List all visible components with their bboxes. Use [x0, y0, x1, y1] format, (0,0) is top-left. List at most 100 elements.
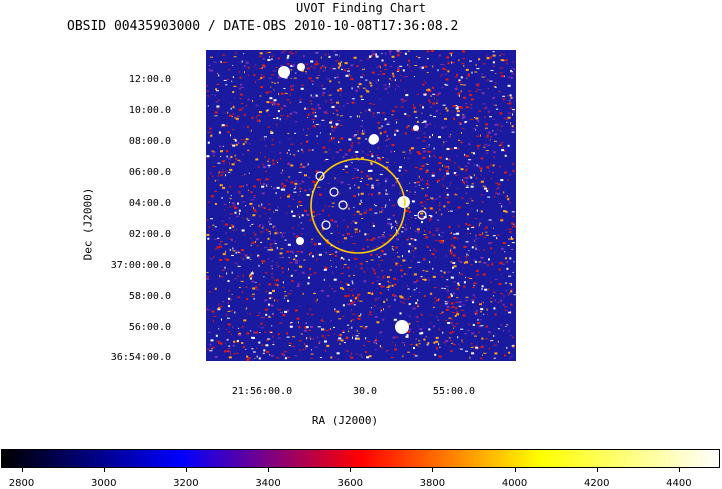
- noise-speckle: [429, 261, 431, 264]
- noise-speckle: [511, 222, 514, 225]
- noise-speckle: [290, 143, 294, 145]
- noise-speckle: [306, 194, 310, 196]
- noise-speckle: [217, 237, 220, 239]
- noise-speckle: [337, 73, 339, 75]
- noise-speckle: [477, 147, 479, 150]
- noise-speckle: [229, 206, 232, 208]
- noise-speckle: [442, 144, 444, 146]
- noise-speckle: [369, 311, 372, 314]
- noise-speckle: [236, 215, 240, 217]
- noise-speckle: [482, 301, 484, 303]
- noise-speckle: [294, 132, 297, 134]
- noise-speckle: [504, 150, 506, 152]
- noise-speckle: [473, 284, 475, 286]
- noise-speckle: [424, 65, 428, 68]
- noise-speckle: [389, 199, 391, 201]
- noise-speckle: [268, 221, 270, 223]
- noise-speckle: [484, 288, 488, 291]
- noise-speckle: [213, 255, 215, 258]
- noise-speckle: [216, 108, 219, 110]
- noise-speckle: [332, 129, 333, 132]
- noise-speckle: [441, 213, 443, 216]
- noise-speckle: [233, 104, 234, 106]
- noise-speckle: [465, 350, 468, 352]
- noise-speckle: [327, 182, 330, 184]
- noise-speckle: [271, 144, 275, 146]
- noise-speckle: [471, 352, 475, 355]
- noise-speckle: [504, 251, 506, 253]
- noise-speckle: [486, 264, 490, 266]
- noise-speckle: [474, 260, 477, 263]
- noise-speckle: [435, 230, 439, 232]
- noise-speckle: [483, 146, 486, 148]
- noise-speckle: [480, 169, 482, 172]
- noise-speckle: [419, 178, 421, 180]
- noise-speckle: [479, 315, 481, 317]
- noise-speckle: [493, 307, 496, 310]
- noise-speckle: [440, 113, 441, 115]
- noise-speckle: [508, 238, 511, 240]
- noise-speckle: [301, 214, 304, 217]
- noise-speckle: [462, 304, 465, 306]
- noise-speckle: [301, 228, 304, 230]
- noise-speckle: [206, 277, 209, 280]
- noise-speckle: [507, 311, 511, 312]
- noise-speckle: [460, 106, 463, 109]
- noise-speckle: [277, 57, 280, 60]
- noise-speckle: [375, 298, 378, 299]
- noise-speckle: [387, 138, 391, 140]
- noise-speckle: [258, 55, 262, 57]
- noise-speckle: [245, 348, 247, 350]
- noise-speckle: [500, 219, 504, 222]
- noise-speckle: [409, 316, 411, 317]
- noise-speckle: [441, 231, 445, 233]
- noise-speckle: [249, 275, 250, 278]
- noise-speckle: [289, 51, 293, 53]
- noise-speckle: [435, 250, 438, 252]
- noise-speckle: [436, 315, 438, 318]
- noise-speckle: [280, 188, 284, 191]
- noise-speckle: [497, 340, 499, 343]
- noise-speckle: [333, 333, 335, 335]
- noise-speckle: [324, 265, 326, 267]
- noise-speckle: [476, 274, 480, 276]
- noise-speckle: [214, 248, 217, 250]
- noise-speckle: [262, 224, 264, 227]
- noise-speckle: [363, 129, 365, 130]
- noise-speckle: [421, 66, 424, 69]
- noise-speckle: [467, 74, 470, 77]
- noise-speckle: [317, 186, 321, 188]
- noise-speckle: [460, 90, 462, 93]
- noise-speckle: [304, 329, 308, 332]
- noise-speckle: [297, 205, 298, 208]
- noise-speckle: [277, 110, 280, 113]
- noise-speckle: [351, 352, 353, 355]
- noise-speckle: [233, 56, 237, 58]
- noise-speckle: [325, 112, 329, 114]
- noise-speckle: [465, 276, 466, 278]
- noise-speckle: [329, 133, 331, 135]
- noise-speckle: [456, 148, 460, 150]
- noise-speckle: [500, 179, 504, 182]
- noise-speckle: [381, 111, 383, 113]
- noise-speckle: [372, 237, 376, 240]
- noise-speckle: [214, 94, 216, 97]
- noise-speckle: [438, 239, 441, 242]
- noise-speckle: [469, 94, 473, 97]
- noise-speckle: [384, 69, 388, 71]
- noise-speckle: [303, 343, 305, 346]
- noise-speckle: [253, 331, 256, 334]
- noise-speckle: [465, 177, 469, 179]
- noise-speckle: [219, 241, 223, 242]
- noise-speckle: [361, 157, 364, 159]
- noise-speckle: [361, 202, 363, 203]
- noise-speckle: [413, 281, 417, 284]
- noise-speckle: [489, 80, 493, 82]
- noise-speckle: [302, 292, 304, 295]
- noise-speckle: [457, 284, 460, 287]
- noise-speckle: [511, 125, 514, 128]
- noise-speckle: [394, 106, 398, 108]
- noise-speckle: [229, 114, 232, 117]
- noise-speckle: [458, 106, 462, 108]
- noise-speckle: [228, 171, 231, 173]
